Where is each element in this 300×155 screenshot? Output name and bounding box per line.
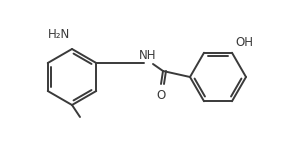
Text: OH: OH (235, 36, 253, 49)
Text: H₂N: H₂N (48, 28, 70, 41)
Text: NH: NH (139, 49, 157, 62)
Text: O: O (156, 89, 166, 102)
